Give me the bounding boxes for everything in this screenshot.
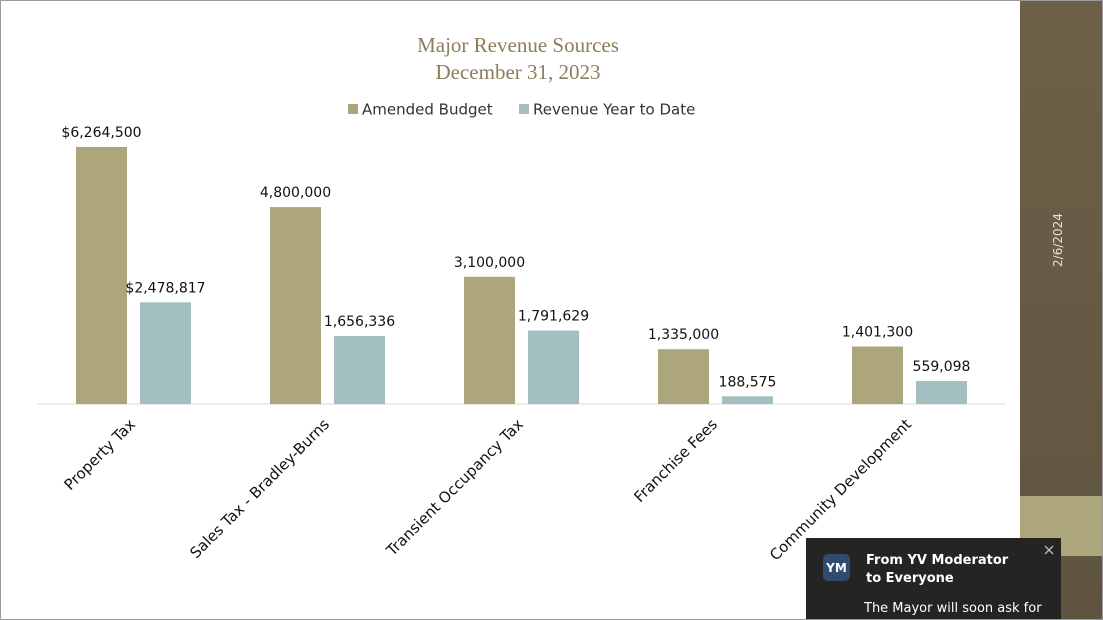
chart: Major Revenue Sources December 31, 2023 …	[37, 33, 1005, 564]
legend-swatch	[348, 104, 358, 114]
bar	[334, 336, 385, 404]
chart-title: Major Revenue Sources	[417, 33, 619, 57]
data-label: 188,575	[719, 374, 777, 390]
bar	[464, 276, 515, 404]
bar	[270, 207, 321, 404]
data-label: 1,335,000	[648, 327, 719, 343]
bar	[852, 346, 903, 404]
legend-swatch	[519, 104, 529, 114]
data-label: $6,264,500	[61, 125, 141, 141]
bar	[76, 147, 127, 404]
x-tick-label: Property Tax	[61, 415, 140, 494]
bar	[658, 349, 709, 404]
x-tick-label: Franchise Fees	[630, 415, 721, 506]
slide-date: 2/6/2024	[1051, 213, 1065, 267]
data-label: 1,656,336	[324, 314, 395, 330]
bar	[916, 381, 967, 404]
data-label: $2,478,817	[125, 280, 205, 296]
legend-label: Revenue Year to Date	[533, 101, 695, 119]
data-label: 1,791,629	[518, 308, 589, 324]
bar	[722, 396, 773, 404]
notification-message: The Mayor will soon ask for	[864, 601, 1042, 616]
legend-label: Amended Budget	[362, 101, 493, 119]
data-label: 559,098	[913, 359, 971, 375]
close-button[interactable]	[1043, 544, 1055, 556]
data-label: 3,100,000	[454, 255, 525, 271]
bar	[140, 302, 191, 404]
bar	[528, 330, 579, 404]
data-label: 1,401,300	[842, 325, 913, 341]
avatar: YM	[823, 554, 850, 581]
chat-notification[interactable]: YM From YV Moderator to Everyone The May…	[806, 538, 1061, 620]
chart-subtitle: December 31, 2023	[435, 60, 600, 84]
data-label: 4,800,000	[260, 185, 331, 201]
notification-title: From YV Moderator to Everyone	[866, 553, 1009, 586]
x-tick-label: Transient Occupancy Tax	[382, 415, 527, 560]
x-tick-label: Sales Tax - Bradley-Burns	[186, 415, 333, 562]
